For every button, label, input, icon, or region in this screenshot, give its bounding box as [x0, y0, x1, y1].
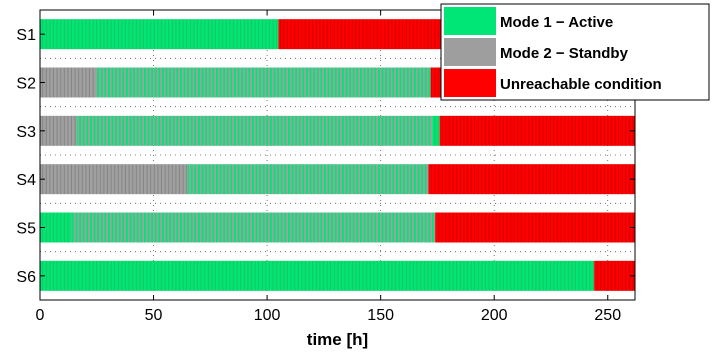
x-tick-label: 0 [36, 307, 45, 324]
y-tick-label-s2: S2 [16, 76, 36, 93]
bar-segment-s3-unreachable [439, 115, 635, 146]
bar-segment-s4-mixed [187, 164, 429, 195]
legend-label-standby: Mode 2 − Standby [500, 45, 629, 62]
bar-segment-s3-active [432, 115, 440, 146]
bar-segment-s6-unreachable [594, 260, 635, 291]
y-tick-label-s4: S4 [16, 172, 36, 189]
legend-swatch-active [444, 7, 496, 35]
legend-swatch-unreachable [444, 69, 496, 97]
bar-segment-s5-active [40, 212, 72, 243]
y-tick-label-s1: S1 [16, 27, 36, 44]
y-tick-label-s6: S6 [16, 269, 36, 286]
x-axis-title: time [h] [307, 330, 368, 349]
bar-segment-s5-mixed [71, 212, 436, 243]
x-tick-label: 150 [367, 307, 394, 324]
legend-swatch-standby [444, 38, 496, 66]
bar-segment-s3-mixed [76, 115, 433, 146]
plot-frame [39, 9, 636, 301]
bar-segment-s3-standby [40, 115, 77, 146]
bar-segment-s4-standby [40, 164, 188, 195]
bar-segment-s4-unreachable [428, 164, 635, 195]
x-tick-label: 100 [254, 307, 281, 324]
x-tick-label: 50 [145, 307, 163, 324]
timeline-bars [40, 19, 635, 291]
bar-segment-s2-mixed [96, 67, 431, 98]
axis-ticks: 0 50 100 150 200 250 S1 S2 S3 S4 S5 S6 [16, 10, 635, 324]
y-tick-label-s3: S3 [16, 124, 36, 141]
y-tick-label-s5: S5 [16, 221, 36, 238]
bar-segment-s6-active [40, 260, 595, 291]
bar-segment-s2-standby [40, 67, 97, 98]
legend-label-unreachable: Unreachable condition [500, 76, 662, 93]
legend: Mode 1 − Active Mode 2 − Standby Unreachab… [440, 3, 710, 101]
x-tick-label: 200 [481, 307, 508, 324]
x-tick-label: 250 [594, 307, 621, 324]
bar-segment-s1-active [40, 19, 279, 50]
legend-label-active: Mode 1 − Active [500, 14, 613, 31]
bar-segment-s5-unreachable [435, 212, 635, 243]
